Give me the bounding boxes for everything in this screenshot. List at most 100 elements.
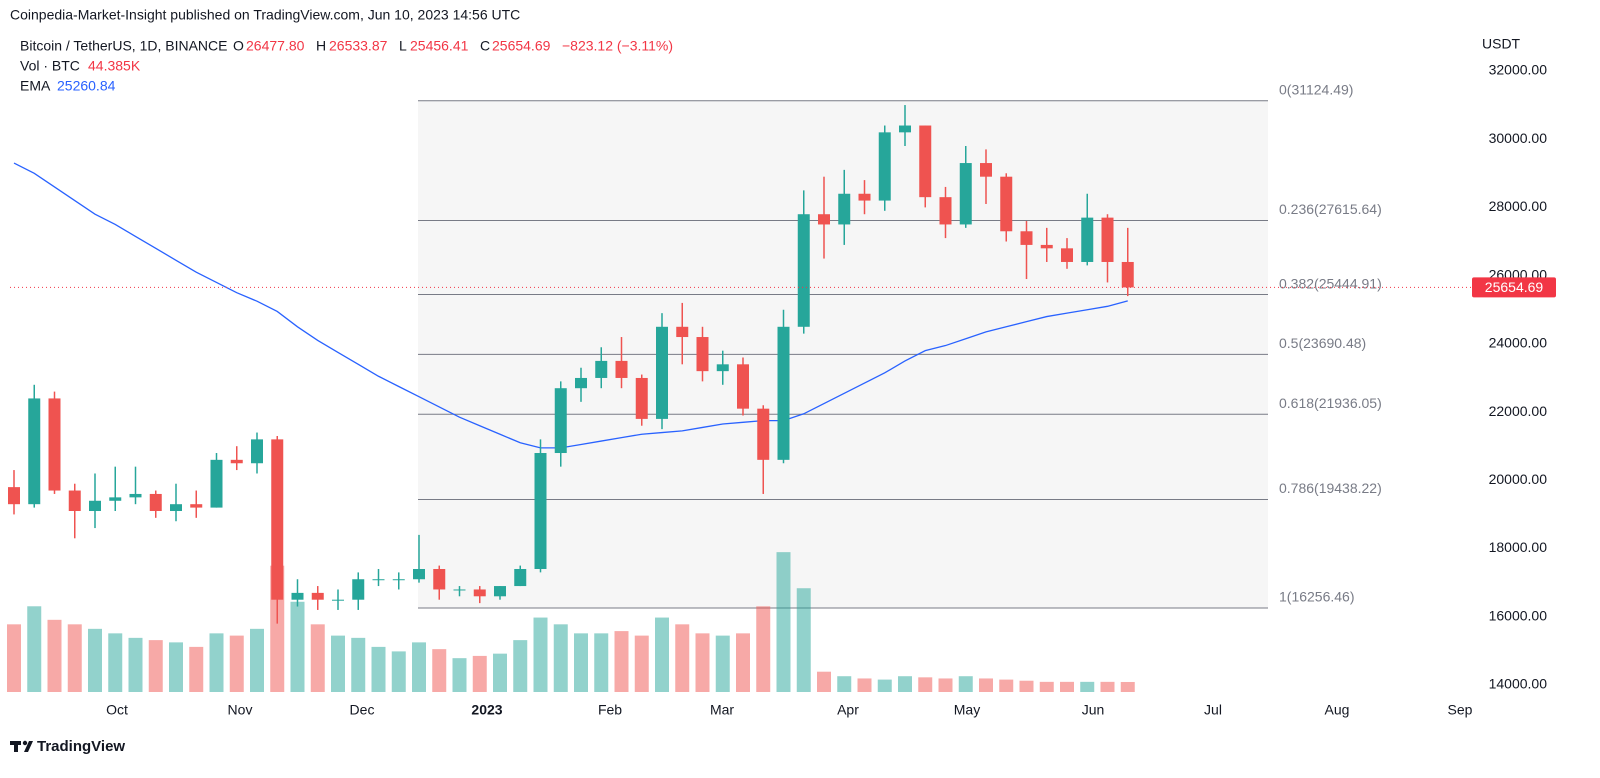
- candle-body: [1101, 217, 1114, 262]
- volume-bar: [614, 631, 629, 692]
- brand: TradingView: [37, 738, 125, 755]
- volume-bar: [310, 624, 325, 692]
- volume-bar: [715, 635, 730, 692]
- open-key: O: [233, 38, 244, 54]
- fib-label: 0(31124.49): [1279, 82, 1353, 98]
- volume-bar: [432, 649, 447, 692]
- candle-body: [676, 326, 689, 338]
- volume-bar: [108, 633, 123, 692]
- candle-body: [89, 500, 101, 512]
- candle-body: [878, 132, 891, 201]
- x-tick-label: 2023: [471, 702, 502, 718]
- volume-bar: [472, 655, 487, 692]
- candle-body: [919, 125, 932, 198]
- candle-body: [838, 193, 851, 225]
- volume-bar: [857, 678, 872, 692]
- volume-bar: [634, 635, 649, 692]
- candle-body: [737, 364, 749, 409]
- y-tick-label: 22000.00: [1489, 403, 1548, 419]
- candle-body: [635, 377, 648, 419]
- volume-bar: [391, 651, 406, 692]
- candle-body: [595, 360, 608, 378]
- candle-body: [1061, 248, 1073, 262]
- fib-label: 0.786(19438.22): [1279, 480, 1382, 496]
- volume-bar: [412, 642, 426, 692]
- candle-body: [777, 326, 790, 460]
- symbol: Bitcoin / TetherUS, 1D, BINANCE: [20, 38, 227, 54]
- volume-bar: [837, 676, 852, 692]
- y-tick-label: 28000.00: [1489, 198, 1548, 214]
- candle-body: [716, 364, 729, 372]
- candle-body: [8, 487, 20, 505]
- volume-bar: [452, 658, 467, 692]
- y-tick-label: 24000.00: [1489, 335, 1548, 351]
- candle-body: [372, 579, 385, 581]
- volume-bar: [898, 676, 912, 692]
- volume-bar: [736, 633, 750, 692]
- fib-label: 0.382(25444.91): [1279, 275, 1382, 291]
- volume-bar: [371, 646, 386, 692]
- low-key: L: [399, 38, 407, 54]
- candle-body: [1020, 231, 1033, 245]
- candle-body: [109, 497, 122, 501]
- candle-body: [797, 214, 810, 327]
- candle-body: [899, 125, 911, 133]
- volume-bar: [533, 617, 548, 692]
- volume-bar: [1060, 681, 1074, 692]
- candle-body: [210, 459, 223, 508]
- volume-bar: [1120, 681, 1135, 692]
- volume-bar: [331, 635, 345, 692]
- volume-bar: [695, 633, 710, 692]
- volume-bar: [553, 624, 568, 692]
- x-tick-label: Dec: [350, 702, 375, 718]
- candle-body: [494, 586, 506, 597]
- volume-bar: [675, 624, 690, 692]
- volume-bar: [1019, 680, 1034, 692]
- candle-body: [149, 493, 162, 512]
- y-tick-label: 14000.00: [1489, 676, 1548, 692]
- x-tick-label: Apr: [837, 702, 859, 718]
- candle-body: [575, 377, 587, 389]
- last-price-tag: [1472, 277, 1556, 298]
- volume-bar: [169, 642, 183, 692]
- candle-body: [818, 214, 830, 225]
- x-tick-label: May: [954, 702, 980, 718]
- candle-body: [170, 504, 182, 512]
- candle-body: [413, 569, 425, 580]
- high-value: 26533.87: [329, 38, 388, 54]
- volume-bar: [493, 653, 507, 692]
- volume-bar: [796, 588, 811, 692]
- volume-bar: [1080, 681, 1095, 692]
- close-value: 25654.69: [492, 38, 551, 54]
- volume-bar: [938, 678, 953, 692]
- fib-label: 0.618(21936.05): [1279, 395, 1382, 411]
- volume-bar: [47, 619, 62, 692]
- volume-bar: [209, 633, 224, 692]
- volume-value: 44.385K: [88, 58, 141, 74]
- candle-body: [858, 193, 871, 201]
- volume-bar: [999, 679, 1014, 692]
- logo: [10, 740, 33, 752]
- candle-body: [332, 599, 344, 601]
- volume-bar: [979, 678, 993, 692]
- x-tick-label: Oct: [106, 702, 128, 718]
- candle-body: [68, 490, 81, 512]
- volume-bar: [148, 640, 163, 692]
- x-tick-label: Jul: [1204, 702, 1222, 718]
- volume-key: Vol · BTC: [20, 58, 80, 74]
- fib-label: 1(16256.46): [1279, 589, 1355, 605]
- candle-body: [757, 408, 770, 460]
- currency: USDT: [1482, 36, 1521, 52]
- change: −823.12 (−3.11%): [562, 38, 673, 54]
- volume-bar: [128, 637, 143, 692]
- ema-value: 25260.84: [57, 78, 116, 94]
- volume-bar: [229, 635, 244, 692]
- candle-body: [554, 388, 567, 454]
- candle-body: [696, 337, 709, 372]
- candle-body: [939, 197, 952, 225]
- low-value: 25456.41: [410, 38, 469, 54]
- open-value: 26477.80: [246, 38, 305, 54]
- volume-bar: [27, 606, 42, 692]
- y-tick-label: 16000.00: [1489, 607, 1548, 623]
- volume-bar: [1039, 681, 1054, 692]
